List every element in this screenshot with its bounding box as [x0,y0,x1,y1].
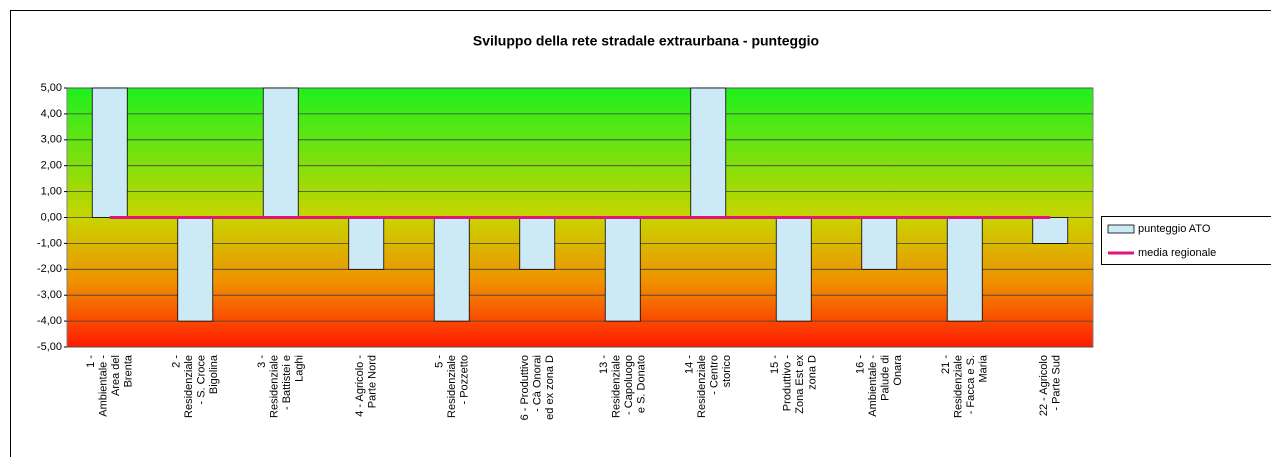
x-tick-label: 14 -Residenziale- Centrostorico [683,355,733,418]
x-tick-label: 22 - Agricolo- Parte Sud [1038,355,1063,416]
legend-swatch [1107,224,1135,234]
x-tick-label: 13 -Residenziale- Capoluogoe S. Donato [598,355,648,418]
y-tick-label: -1,00 [37,237,62,249]
chart-title: Sviluppo della rete stradale extraurbana… [473,33,819,49]
y-tick-label: -3,00 [37,289,62,301]
bar [433,217,470,322]
x-tick-label: 21 -Residenziale- Facca e S.Maria [940,354,990,418]
legend-label: media regionale [1138,247,1216,259]
y-tick-label: 1,00 [41,186,62,198]
bar [946,217,983,322]
y-tick-label: 0,00 [41,211,62,223]
y-tick-label: 3,00 [41,134,62,146]
bar [604,217,641,322]
x-tick-label: 15 -Produttivo -Zona Est exzona D [769,355,819,414]
x-tick-label: 16 -Ambientale -Palude diOnara [854,354,904,417]
x-tick-label: 3 -Residenziale- Battistei eLaghi [256,355,306,418]
bar [519,217,556,270]
bar [91,87,128,218]
y-tick-label: -4,00 [37,315,62,327]
y-tick-label: -2,00 [37,263,62,275]
bar [861,217,898,270]
x-tick-label: 6 - Produttivo- Cà Onoraied ex zona D [519,355,556,420]
legend-label: punteggio ATO [1138,223,1211,235]
bar [348,217,385,270]
x-tick-label: 5 -Residenziale- Pozzetto [433,355,470,418]
x-tick-label: 1 -Ambientale -Area delBrenta [85,354,135,417]
bar [775,217,812,322]
y-tick-label: 2,00 [41,160,62,172]
x-tick-label: 4 - Agricolo -Parte Nord [354,355,379,417]
y-tick-label: 5,00 [41,82,62,94]
bar [1032,217,1069,244]
x-tick-label: 2 -Residenziale- S. CroceBigolina [170,354,220,418]
y-tick-label: 4,00 [41,108,62,120]
bar [177,217,214,322]
legend-box [1101,216,1271,265]
y-tick-label: -5,00 [37,341,62,353]
bar [690,87,727,218]
bar [262,87,299,218]
